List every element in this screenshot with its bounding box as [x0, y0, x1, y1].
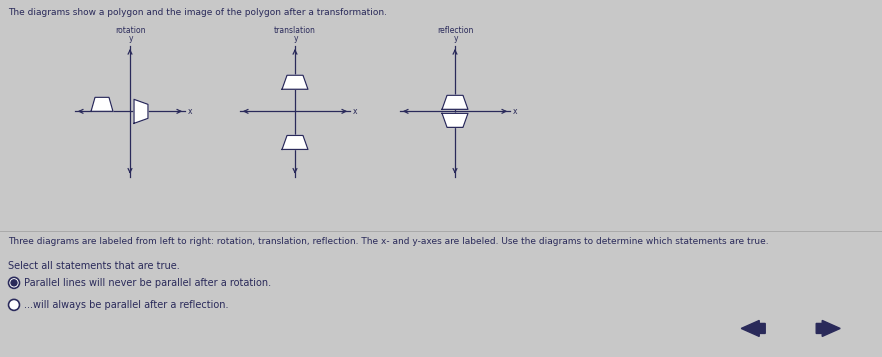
Text: Select all statements that are true.: Select all statements that are true.	[8, 261, 180, 271]
Polygon shape	[134, 99, 148, 124]
Circle shape	[9, 277, 19, 288]
Text: rotation: rotation	[115, 26, 146, 35]
Polygon shape	[442, 114, 468, 127]
Polygon shape	[282, 135, 308, 150]
Text: Parallel lines will never be parallel after a rotation.: Parallel lines will never be parallel af…	[24, 278, 271, 288]
Text: x: x	[188, 107, 192, 116]
Circle shape	[9, 300, 19, 310]
Polygon shape	[282, 75, 308, 89]
Polygon shape	[442, 95, 468, 109]
Text: x: x	[353, 107, 357, 116]
Circle shape	[11, 280, 17, 286]
Text: reflection: reflection	[437, 26, 473, 35]
Text: ...will always be parallel after a reflection.: ...will always be parallel after a refle…	[24, 300, 228, 310]
Text: y: y	[453, 34, 459, 43]
FancyArrow shape	[741, 321, 766, 336]
Text: x: x	[513, 107, 518, 116]
Text: y: y	[129, 34, 133, 43]
FancyArrow shape	[816, 321, 841, 336]
Text: y: y	[294, 34, 298, 43]
Text: The diagrams show a polygon and the image of the polygon after a transformation.: The diagrams show a polygon and the imag…	[8, 8, 387, 17]
Polygon shape	[91, 97, 113, 111]
Text: Three diagrams are labeled from left to right: rotation, translation, reflection: Three diagrams are labeled from left to …	[8, 237, 768, 246]
Text: translation: translation	[274, 26, 316, 35]
